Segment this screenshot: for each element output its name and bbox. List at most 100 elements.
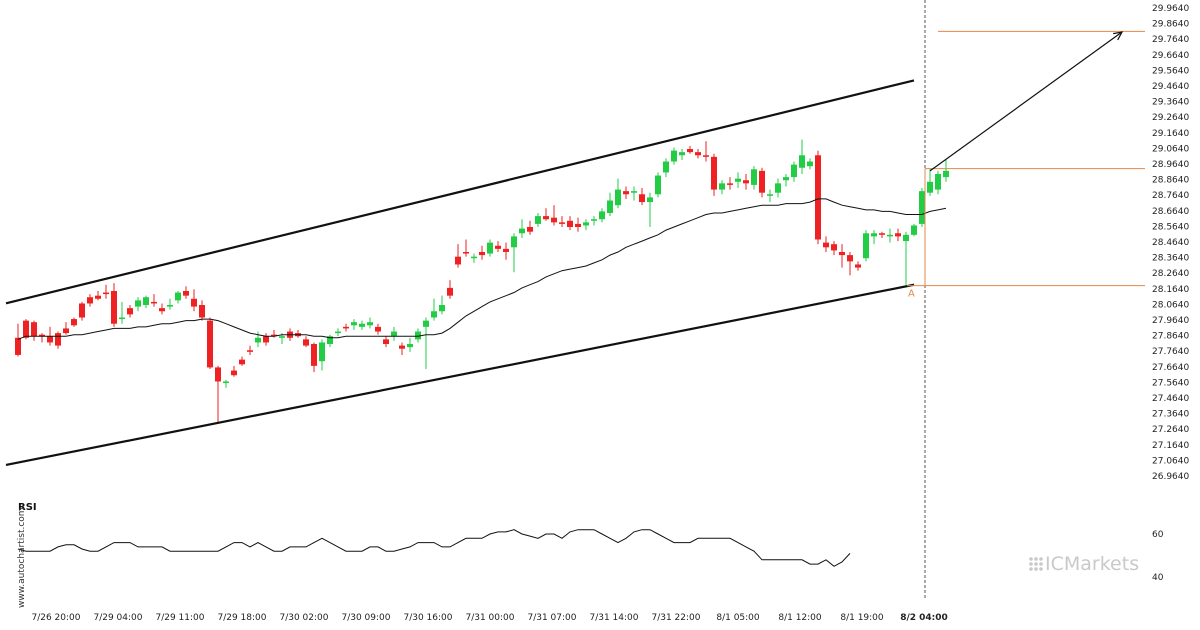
candle-body <box>311 344 317 366</box>
x-tick-label: 7/31 14:00 <box>589 613 638 623</box>
candle <box>751 166 757 190</box>
candle-body <box>775 183 781 193</box>
y-tick-label: 29.9640 <box>1152 4 1189 14</box>
candle <box>399 342 405 355</box>
candle <box>343 323 349 332</box>
candle-body <box>519 228 525 234</box>
candle-body <box>575 223 581 228</box>
y-tick-label: 29.0640 <box>1152 144 1189 154</box>
y-tick-label: 27.9640 <box>1152 316 1189 326</box>
candle <box>303 336 309 348</box>
candle-body <box>183 290 189 296</box>
candle-body <box>791 164 797 178</box>
candle <box>871 230 877 245</box>
candle <box>79 301 85 321</box>
candle <box>151 294 157 307</box>
candle-body <box>31 322 37 337</box>
candle <box>783 173 789 187</box>
y-tick-label: 28.1640 <box>1152 285 1189 295</box>
x-tick-label: 8/1 05:00 <box>716 613 760 623</box>
candle <box>663 158 669 178</box>
candle <box>383 336 389 348</box>
candle-body <box>39 334 45 337</box>
pattern-marker: A <box>908 289 915 300</box>
candle-body <box>543 216 549 220</box>
y-tick-label: 29.8640 <box>1152 20 1189 30</box>
candle <box>775 178 781 198</box>
candle-body <box>167 305 173 307</box>
candle <box>807 158 813 170</box>
candle <box>327 334 333 348</box>
candle <box>183 286 189 299</box>
candle-body <box>327 336 333 345</box>
candle-body <box>127 308 133 315</box>
y-tick-label: 29.6640 <box>1152 51 1189 61</box>
candle <box>567 216 573 231</box>
candle-body <box>23 320 29 338</box>
candle-body <box>119 317 125 320</box>
candle-body <box>919 191 925 224</box>
candle <box>359 320 365 330</box>
candle <box>551 205 557 226</box>
candle <box>831 241 837 256</box>
y-tick-label: 28.0640 <box>1152 300 1189 310</box>
candle-body <box>471 256 477 259</box>
candle <box>735 172 741 189</box>
candle <box>239 356 245 366</box>
candle <box>639 188 645 206</box>
candle <box>143 295 149 309</box>
rsi-line <box>17 529 851 567</box>
candle <box>631 186 637 201</box>
candle <box>583 219 589 231</box>
candle-body <box>503 248 509 252</box>
candle <box>799 139 805 174</box>
candle <box>839 244 845 268</box>
candle <box>727 177 733 190</box>
candle <box>407 337 413 352</box>
rsi-title: RSI <box>18 502 37 513</box>
candle <box>711 153 717 196</box>
y-tick-label: 29.1640 <box>1152 129 1189 139</box>
candle-body <box>95 295 101 299</box>
candle-body <box>687 149 693 153</box>
candle-body <box>415 331 421 340</box>
candle-body <box>663 161 669 173</box>
candle <box>847 251 853 276</box>
candle <box>623 186 629 199</box>
chart-overlays: A <box>5 0 1145 600</box>
candle <box>415 328 421 343</box>
candle <box>255 331 261 348</box>
candle-body <box>191 298 197 307</box>
candle <box>447 280 453 299</box>
candle-body <box>143 297 149 306</box>
candle <box>31 320 37 341</box>
candle-body <box>823 242 829 248</box>
candle <box>679 149 685 160</box>
candle-body <box>679 152 685 156</box>
candle-body <box>271 334 277 337</box>
candle-body <box>71 319 77 326</box>
candle-body <box>151 301 157 304</box>
x-tick-label: 7/31 22:00 <box>651 613 700 623</box>
candle <box>431 298 437 321</box>
x-tick-label: 7/26 20:00 <box>31 613 80 623</box>
candle <box>455 244 461 268</box>
candle-body <box>447 287 453 296</box>
candle <box>919 188 925 228</box>
candle-body <box>535 216 541 224</box>
candle-body <box>615 189 621 206</box>
rsi-y-tick-label: 60 <box>1152 530 1164 540</box>
candle <box>671 147 677 165</box>
y-tick-label: 29.4640 <box>1152 82 1189 92</box>
candle-body <box>639 194 645 203</box>
candle <box>703 141 709 162</box>
candle <box>247 345 253 355</box>
candle <box>207 317 213 369</box>
y-tick-label: 27.6640 <box>1152 363 1189 373</box>
candle <box>351 319 357 330</box>
candle <box>119 301 125 324</box>
candle <box>191 289 197 312</box>
candle <box>895 228 901 242</box>
y-tick-label: 27.4640 <box>1152 394 1189 404</box>
candle <box>911 223 917 237</box>
